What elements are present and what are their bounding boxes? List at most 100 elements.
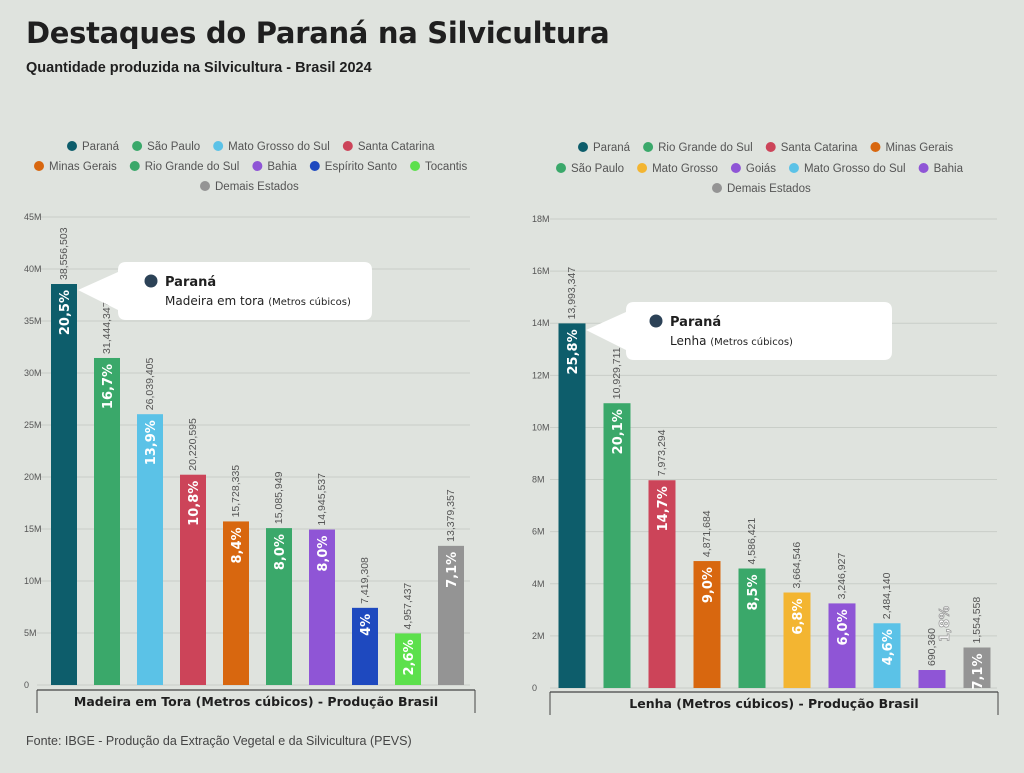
value-label: 4,957,437 (402, 583, 414, 630)
legend-item-mato-grosso-do-sul: Mato Grosso do Sul (788, 163, 906, 175)
bar-demais-estados (438, 545, 464, 685)
y-tick-label: 16M (532, 266, 550, 276)
legend: Paraná São Paulo Mato Grosso do Sul Santa C… (34, 141, 467, 193)
percent-label: 4,6% (881, 629, 896, 665)
bar-santa-catarina (180, 474, 206, 685)
legend-label: São Paulo (147, 141, 200, 153)
bar-demais-estados (963, 647, 991, 688)
value-label: 2,484,140 (881, 572, 893, 619)
legend-label: Rio Grande do Sul (658, 142, 753, 154)
legend-label: Minas Gerais (885, 142, 953, 154)
legend-label: Bahia (934, 163, 964, 175)
legend-swatch (309, 161, 320, 171)
value-label: 13,993,347 (566, 267, 578, 320)
x-axis-title: Lenha (Metros cúbicos) - Produção Brasil (629, 696, 918, 711)
percent-label: 6,8% (791, 599, 806, 635)
value-label: 10,929,711 (611, 347, 623, 399)
value-label: 1,554,558 (971, 597, 983, 644)
y-tick-label: 10M (532, 422, 550, 432)
callout-description-text: Madeira em tora (165, 294, 268, 308)
y-tick-label: 4M (532, 579, 545, 589)
legend-item-goias: Goiás (730, 163, 776, 175)
callout-description-text: Lenha (670, 334, 710, 348)
y-tick-label: 10M (24, 576, 42, 586)
value-label: 14,945,537 (316, 473, 328, 526)
percent-label: 7,1% (971, 653, 986, 689)
bar-parana (51, 284, 77, 685)
legend-label: Mato Grosso do Sul (228, 141, 330, 153)
value-label: 4,586,421 (746, 518, 758, 565)
bar-sao-paulo (94, 357, 120, 685)
y-tick-label: 12M (532, 370, 550, 380)
callout-parana: Paraná Lenha (Metros cúbicos) (586, 302, 892, 360)
legend-item-demais-estados: Demais Estados (712, 183, 811, 195)
value-label: 3,664,546 (791, 542, 803, 589)
page-title: Destaques do Paraná na Silvicultura (26, 16, 610, 50)
value-label: 3,246,927 (836, 553, 848, 600)
callout-parana: Paraná Madeira em tora (Metros cúbicos) (78, 262, 372, 320)
percent-label: 7,1% (445, 552, 460, 588)
percent-label: 8,4% (230, 527, 245, 563)
y-tick-label: 14M (532, 318, 550, 328)
value-label: 4,871,684 (701, 510, 713, 557)
legend-item-santa-catarina: Santa Catarina (342, 141, 435, 153)
legend-label: Paraná (593, 142, 631, 154)
legend-swatch (200, 181, 210, 191)
legend-swatch (34, 161, 44, 171)
bar-mato-grosso-do-sul (137, 414, 163, 685)
legend-swatch (129, 161, 140, 171)
value-label: 20,220,595 (187, 418, 199, 471)
callout-dot (144, 274, 158, 288)
percent-label: 16,7% (101, 364, 116, 409)
legend-label: São Paulo (571, 163, 624, 175)
y-axis: 0 2M 4M 6M 8M 10M 12M 14M 16M 18M (532, 214, 997, 693)
y-tick-label: 5M (24, 628, 37, 638)
bars: 38,556,503 20,5% 31,444,347 16,7% 26,039,405… (51, 227, 464, 685)
legend-swatch (342, 141, 353, 151)
legend-item-mato-grosso-do-sul: Mato Grosso do Sul (213, 141, 330, 153)
x-axis: Lenha (Metros cúbicos) - Produção Brasil (549, 691, 999, 715)
percent-label: 13,9% (144, 420, 159, 465)
page-subtitle: Quantidade produzida na Silvicultura - B… (26, 60, 372, 76)
legend-label: Bahia (267, 161, 297, 173)
value-label: 7,419,308 (359, 557, 371, 604)
y-tick-label: 35M (24, 316, 42, 326)
legend-label: Tocantis (425, 161, 467, 173)
bar-santa-catarina (648, 480, 676, 688)
legend-label: Santa Catarina (358, 141, 435, 153)
source-note: Fonte: IBGE - Produção da Extração Veget… (26, 734, 412, 748)
value-label: 7,973,294 (656, 429, 668, 476)
legend-label: Espírito Santo (325, 161, 397, 173)
legend-item-bahia: Bahia (918, 163, 964, 175)
y-tick-label: 25M (24, 420, 42, 430)
callout-unit: (Metros cúbicos) (268, 296, 351, 308)
percent-label: 6,0% (836, 609, 851, 645)
y-tick-label: 8M (532, 475, 545, 485)
y-tick-label: 6M (532, 527, 545, 537)
y-tick-label: 20M (24, 472, 42, 482)
legend-swatch (643, 142, 654, 152)
legend-swatch (730, 163, 741, 173)
legend-label: Demais Estados (215, 181, 299, 193)
bar-sao-paulo (738, 568, 766, 688)
legend-swatch (578, 142, 588, 152)
chart-madeira-em-tora: Paraná São Paulo Mato Grosso do Sul Santa C… (24, 141, 476, 713)
chart-lenha: Paraná Rio Grande do Sul Santa Catarina Min… (532, 142, 999, 715)
bar-minas-gerais (223, 521, 249, 685)
callout-box (586, 302, 892, 360)
percent-label: 1,8% (938, 606, 953, 642)
percent-label: 25,8% (566, 329, 581, 374)
legend-item-parana: Paraná (67, 141, 120, 153)
y-tick-label: 18M (532, 214, 550, 224)
percent-label: 20,1% (611, 409, 626, 454)
legend-swatch (67, 141, 77, 151)
legend-item-minas-gerais: Minas Gerais (34, 161, 117, 173)
callout-box (78, 262, 372, 320)
percent-label: 14,7% (656, 486, 671, 531)
y-tick-label: 40M (24, 264, 42, 274)
bar-bahia (309, 529, 335, 685)
callout-name: Paraná (670, 315, 721, 330)
legend-swatch (556, 163, 566, 173)
callout-description: Lenha (Metros cúbicos) (670, 334, 793, 348)
legend-swatch (788, 163, 799, 173)
